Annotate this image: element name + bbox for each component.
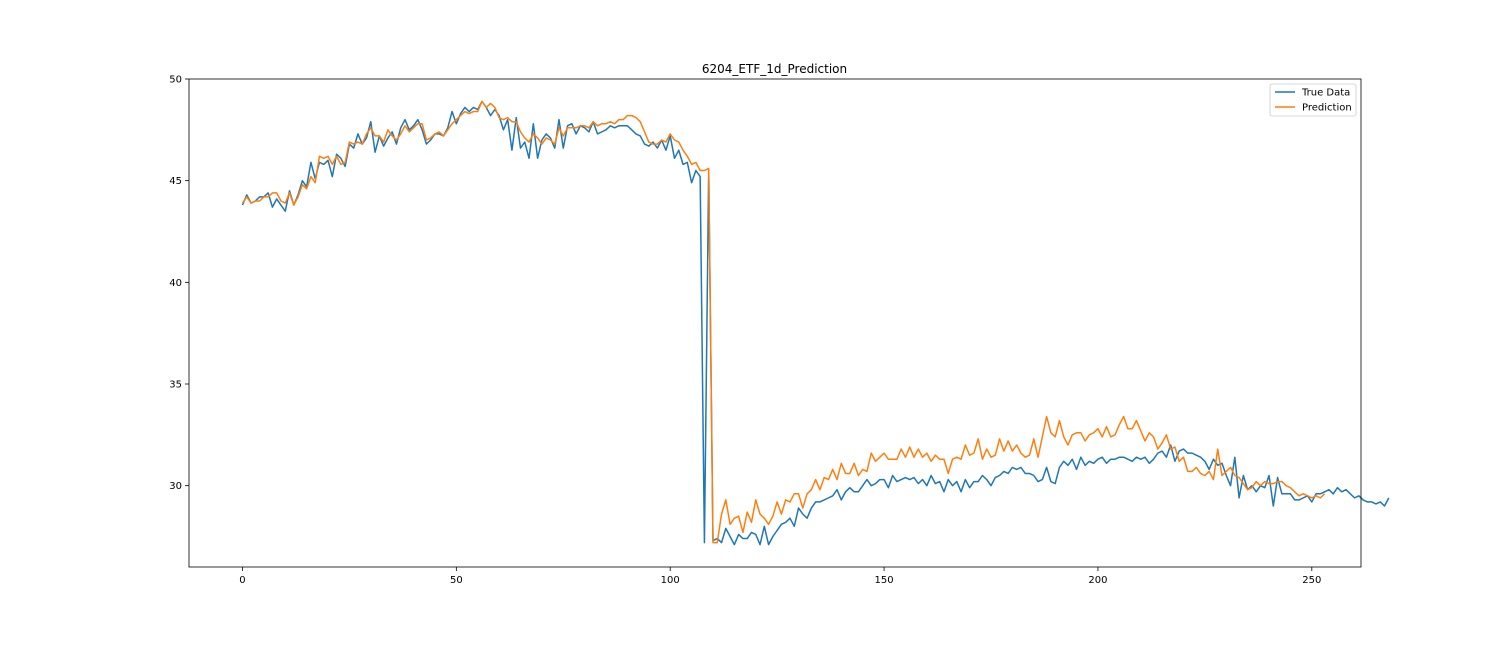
legend-label: Prediction xyxy=(1302,103,1352,114)
y-tick-label: 35 xyxy=(169,380,182,391)
x-tick-label: 100 xyxy=(661,575,680,586)
legend: True Data Prediction xyxy=(1269,83,1357,117)
y-tick-label: 40 xyxy=(169,278,182,289)
x-tick-label: 150 xyxy=(875,575,894,586)
axis-ticks: 0 50 100 150 200 250 30 35 40 45 50 xyxy=(169,75,1321,587)
x-tick-label: 250 xyxy=(1302,575,1321,586)
plot-lines xyxy=(241,100,1390,546)
y-tick-label: 45 xyxy=(169,176,182,187)
legend-label: True Data xyxy=(1301,88,1350,99)
x-tick-label: 50 xyxy=(450,575,463,586)
y-tick-label: 50 xyxy=(169,75,182,86)
chart-title: 6204_ETF_1d_Prediction xyxy=(702,62,847,76)
x-tick-label: 0 xyxy=(239,575,245,586)
x-tick-label: 200 xyxy=(1088,575,1107,586)
series-line-prediction xyxy=(241,100,1326,544)
plot-area-frame xyxy=(188,78,1362,568)
y-tick-label: 30 xyxy=(169,481,182,492)
